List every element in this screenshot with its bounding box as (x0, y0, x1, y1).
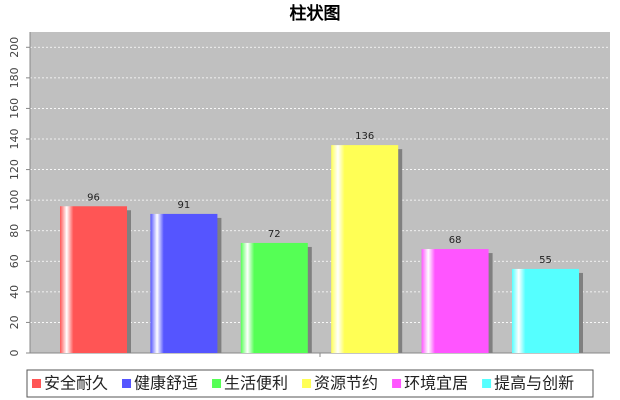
chart-title: 柱状图 (290, 3, 341, 24)
bar (512, 268, 579, 353)
y-tick-label: 120 (8, 159, 21, 180)
legend-swatch (122, 379, 132, 388)
y-tick-label: 160 (8, 98, 21, 119)
legend-swatch (392, 379, 402, 388)
bar (331, 145, 399, 353)
y-tick-label: 80 (8, 224, 21, 238)
y-tick-label: 100 (8, 190, 21, 211)
value-label: 96 (87, 192, 100, 203)
value-label: 55 (539, 255, 552, 266)
legend-swatch (212, 379, 222, 388)
y-tick-label: 180 (8, 67, 21, 88)
y-tick-label: 0 (8, 350, 21, 357)
y-tick-label: 60 (8, 254, 21, 268)
bar (421, 249, 489, 353)
legend-label: 环境宜居 (404, 374, 468, 393)
legend-swatch (32, 379, 41, 388)
legend-label: 提高与创新 (494, 374, 574, 393)
value-label: 91 (178, 200, 191, 211)
legend-label: 安全耐久 (44, 374, 108, 393)
value-label: 72 (268, 229, 281, 240)
value-label: 136 (355, 131, 374, 142)
y-tick-label: 20 (8, 315, 21, 329)
bar (150, 213, 218, 353)
legend-label: 资源节约 (314, 374, 378, 393)
bar (240, 242, 308, 353)
legend-label: 生活便利 (224, 374, 288, 393)
y-tick-label: 200 (8, 37, 21, 58)
bar (60, 206, 127, 353)
legend-swatch (302, 379, 312, 388)
legend-label: 健康舒适 (134, 374, 198, 393)
legend-swatch (482, 379, 492, 388)
y-tick-label: 40 (8, 285, 21, 299)
value-label: 68 (449, 235, 462, 246)
y-tick-label: 140 (8, 129, 21, 150)
